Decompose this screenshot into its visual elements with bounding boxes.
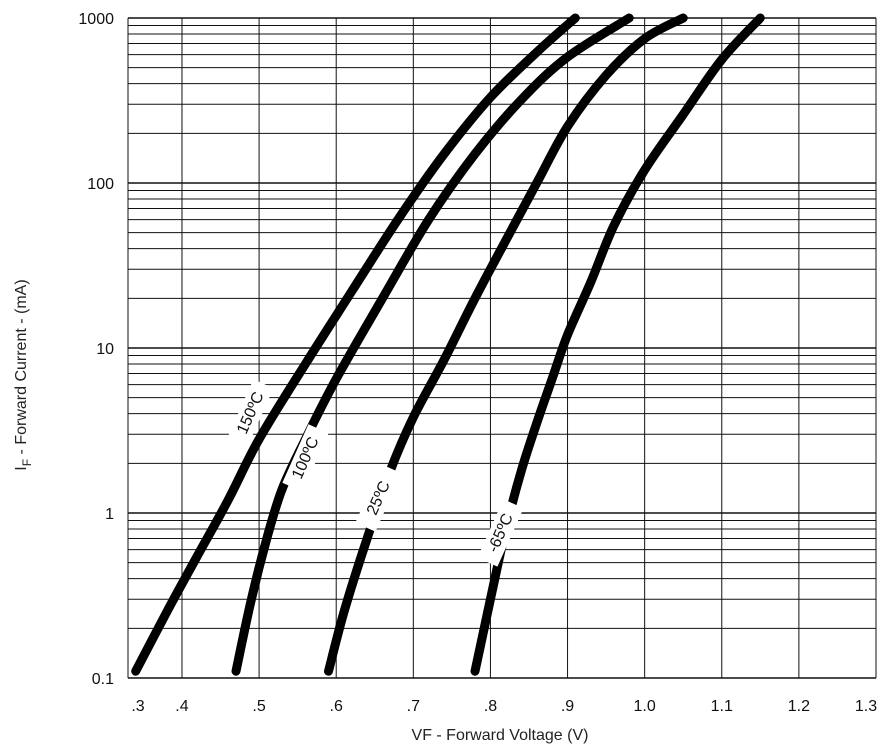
y-axis-label-main: I	[13, 466, 30, 470]
y-tick-label: 100	[87, 176, 114, 193]
y-tick-label: 1	[105, 506, 114, 523]
curve-label-backdrop	[227, 379, 274, 447]
series-line-1	[231, 13, 634, 676]
curve-label-backdrop	[355, 464, 402, 532]
series-group	[131, 13, 765, 676]
y-tick-label: 10	[96, 341, 114, 358]
x-tick-label: .6	[330, 698, 343, 715]
x-tick-label: .9	[561, 698, 574, 715]
series-line-2	[324, 13, 688, 676]
y-tick-label: 0.1	[92, 671, 114, 688]
y-axis-label-subscript: F	[20, 459, 34, 466]
x-tick-label: .3	[131, 698, 144, 715]
x-tick-label: 1.1	[711, 698, 733, 715]
y-tick-label: 1000	[78, 11, 114, 28]
x-tick-label: 1.2	[788, 698, 810, 715]
x-tick-label: .4	[175, 698, 188, 715]
x-tick-label: .7	[407, 698, 420, 715]
x-tick-label: 1.3	[855, 698, 877, 715]
y-axis-label: IF - Forward Current - (mA)	[13, 279, 34, 470]
curve-label-backdrop	[477, 499, 524, 567]
x-tick-label: .5	[252, 698, 265, 715]
y-tick-labels: 0.1 1 10 100 1000	[78, 11, 114, 688]
x-tick-label: .8	[484, 698, 497, 715]
x-axis-label: VF - Forward Voltage (V)	[412, 727, 589, 744]
curve-label-backdrop	[282, 424, 329, 492]
series-line-0	[131, 13, 580, 676]
x-tick-label: 1.0	[634, 698, 656, 715]
y-axis-label-rest: - Forward Current - (mA)	[13, 279, 30, 459]
x-tick-labels: .3 .4 .5 .6 .7 .8 .9 1.0 1.1 1.2 1.3	[131, 698, 877, 715]
